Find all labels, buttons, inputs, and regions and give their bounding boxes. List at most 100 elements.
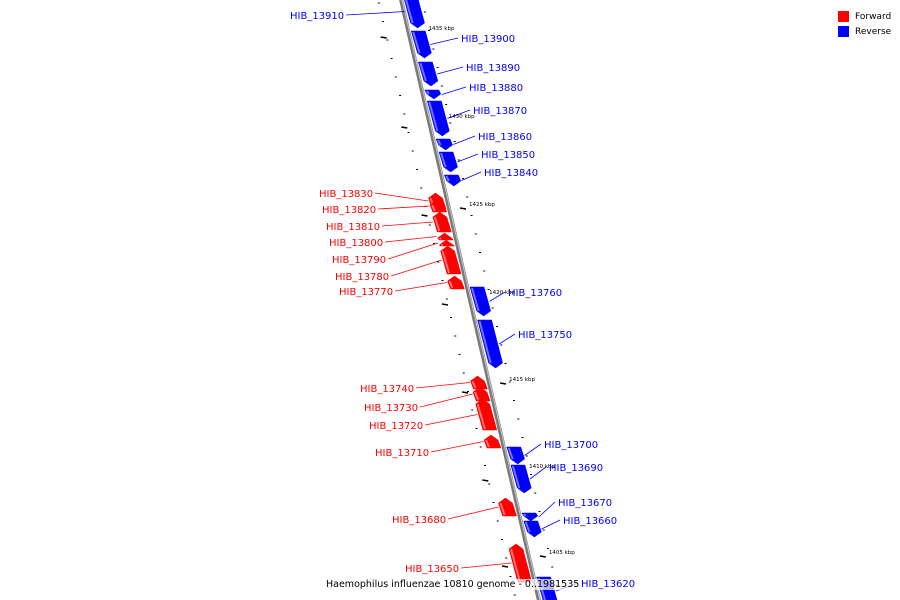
gene-leader-line bbox=[448, 506, 499, 520]
gene-block-hib_13770 bbox=[447, 275, 465, 290]
scale-tick-label: 1435 kbp bbox=[429, 26, 455, 32]
legend-forward[interactable]: Forward bbox=[838, 9, 891, 24]
gene-leader-line bbox=[375, 192, 429, 202]
gene-label-hib_13860[interactable]: HIB_13860 bbox=[478, 132, 532, 143]
gene-label-hib_13890[interactable]: HIB_13890 bbox=[466, 63, 520, 74]
gene-block-highlight bbox=[419, 62, 427, 82]
gene-label-hib_13850[interactable]: HIB_13850 bbox=[481, 150, 535, 161]
gene-block-hib_13650 bbox=[508, 543, 533, 583]
gene-block-highlight bbox=[485, 439, 490, 448]
legend-reverse[interactable]: Reverse bbox=[838, 24, 891, 39]
gene-block-highlight bbox=[437, 139, 442, 146]
gene-label-hib_13670[interactable]: HIB_13670 bbox=[558, 498, 612, 509]
gene-label-hib_13680[interactable]: HIB_13680 bbox=[392, 515, 446, 526]
gene-label-hib_13880[interactable]: HIB_13880 bbox=[469, 83, 523, 94]
gene-label-hib_13700[interactable]: HIB_13700 bbox=[544, 440, 598, 451]
gene-label-hib_13660[interactable]: HIB_13660 bbox=[563, 516, 617, 527]
gene-block-hib_13900 bbox=[410, 30, 432, 59]
gene-leader-line bbox=[461, 171, 482, 181]
gene-label-hib_13820[interactable]: HIB_13820 bbox=[322, 205, 376, 216]
gene-leader-line bbox=[420, 393, 473, 408]
gene-block-hib_13910 bbox=[404, 0, 425, 29]
gene-block-highlight bbox=[405, 0, 414, 24]
gene-label-hib_13790[interactable]: HIB_13790 bbox=[332, 255, 386, 266]
gene-label-hib_13760[interactable]: HIB_13760 bbox=[508, 288, 562, 299]
gene-block-hib_13790 bbox=[438, 239, 456, 247]
major-tick-left bbox=[401, 126, 408, 129]
gene-block-highlight bbox=[511, 465, 521, 489]
gene-leader-line bbox=[425, 414, 478, 426]
gene-leader-line bbox=[457, 153, 479, 163]
gene-label-hib_13800[interactable]: HIB_13800 bbox=[329, 238, 383, 249]
gene-block-highlight bbox=[440, 152, 447, 168]
gene-block-highlight bbox=[471, 287, 480, 312]
gene-leader-line bbox=[385, 236, 437, 243]
gene-leader-line bbox=[529, 466, 547, 480]
gene-leader-line bbox=[378, 205, 430, 210]
gene-label-hib_13690[interactable]: HIB_13690 bbox=[549, 463, 603, 474]
gene-label-hib_13810[interactable]: HIB_13810 bbox=[326, 222, 380, 233]
gene-block-hib_13870 bbox=[427, 100, 450, 137]
gene-block-highlight bbox=[507, 447, 514, 460]
gene-block-hib_13860 bbox=[435, 138, 453, 151]
scale-tick-label: 1405 kbp bbox=[549, 550, 575, 556]
gene-label-hib_13780[interactable]: HIB_13780 bbox=[335, 272, 389, 283]
gene-label-hib_13870[interactable]: HIB_13870 bbox=[473, 106, 527, 117]
gene-block-highlight bbox=[448, 280, 454, 289]
gene-block-highlight bbox=[499, 502, 506, 516]
gene-block-hib_13740 bbox=[470, 375, 488, 390]
gene-label-hib_13840[interactable]: HIB_13840 bbox=[484, 168, 538, 179]
genome-axis-highlight bbox=[401, 0, 541, 600]
gene-leader-line bbox=[524, 443, 542, 456]
genome-caption: Haemophilus influenzae 10810 genome - 0.… bbox=[326, 579, 580, 590]
gene-block-hib_13840 bbox=[443, 174, 462, 187]
gene-block-highlight bbox=[478, 320, 492, 364]
genome-axis-line bbox=[399, 0, 541, 600]
reverse-swatch bbox=[838, 26, 849, 37]
gene-leader-line bbox=[390, 259, 442, 277]
scale-tick-label: 1410 kbp bbox=[529, 464, 555, 470]
gene-leader-line bbox=[447, 109, 471, 119]
gene-layer bbox=[404, 0, 558, 600]
gene-block-hib_13780 bbox=[440, 245, 462, 275]
gene-label-hib_13750[interactable]: HIB_13750 bbox=[518, 330, 572, 341]
gene-leader-line bbox=[489, 291, 506, 302]
legend-reverse-label: Reverse bbox=[855, 26, 892, 37]
gene-leader-line bbox=[541, 519, 561, 530]
gene-leader-line bbox=[346, 11, 405, 16]
gene-label-hib_13720[interactable]: HIB_13720 bbox=[369, 421, 423, 432]
gene-label-hib_13650[interactable]: HIB_13650 bbox=[405, 564, 459, 575]
gene-label-hib_13620[interactable]: HIB_13620 bbox=[581, 579, 635, 590]
gene-leader-line bbox=[431, 441, 484, 453]
gene-leader-line bbox=[498, 333, 516, 345]
gene-block-hib_13680 bbox=[498, 497, 517, 517]
gene-leader-line bbox=[395, 282, 448, 292]
gene-block-highlight bbox=[476, 403, 486, 430]
major-tick-left bbox=[482, 479, 489, 482]
gene-block-hib_13820 bbox=[429, 199, 448, 213]
gene-block-highlight bbox=[428, 101, 439, 132]
gene-block-highlight bbox=[471, 380, 477, 389]
gene-block-hib_13660 bbox=[523, 520, 542, 538]
gene-block-highlight bbox=[441, 250, 450, 274]
gene-block-highlight bbox=[433, 216, 441, 232]
gene-block-hib_13800 bbox=[437, 232, 454, 241]
legend-forward-label: Forward bbox=[855, 11, 892, 22]
gene-label-hib_13770[interactable]: HIB_13770 bbox=[339, 287, 393, 298]
gene-label-hib_13740[interactable]: HIB_13740 bbox=[360, 384, 414, 395]
gene-label-hib_13730[interactable]: HIB_13730 bbox=[364, 403, 418, 414]
gene-block-hib_13670 bbox=[521, 512, 539, 522]
gene-label-hib_13830[interactable]: HIB_13830 bbox=[319, 189, 373, 200]
gene-label-hib_13900[interactable]: HIB_13900 bbox=[461, 34, 515, 45]
gene-block-highlight bbox=[445, 175, 450, 182]
major-tick-left bbox=[461, 391, 469, 394]
gene-block-hib_13720 bbox=[475, 398, 498, 431]
scale-tick-label: 1420 kbp bbox=[489, 290, 515, 296]
gene-block-hib_13730 bbox=[472, 386, 491, 402]
gene-label-hib_13710[interactable]: HIB_13710 bbox=[375, 448, 429, 459]
genome-axis-layer bbox=[399, 0, 541, 600]
gene-label-hib_13910[interactable]: HIB_13910 bbox=[290, 11, 344, 22]
forward-swatch bbox=[838, 11, 849, 22]
gene-block-highlight bbox=[523, 513, 527, 517]
